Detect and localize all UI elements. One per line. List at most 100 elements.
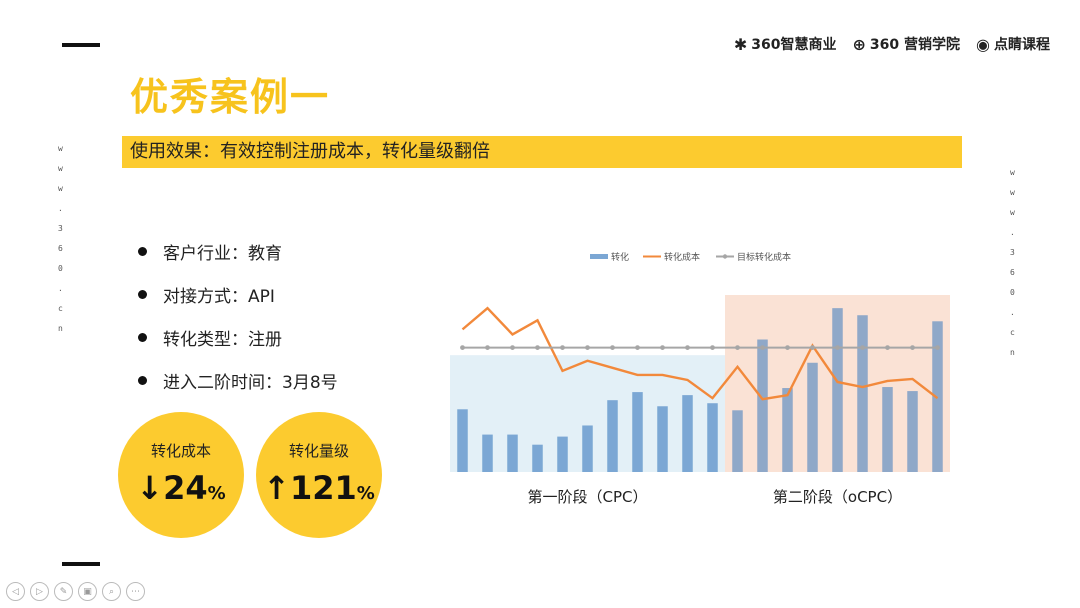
bar-10: [682, 395, 693, 472]
bar-8: [632, 392, 643, 472]
result-banner: 使用效果：有效控制注册成本，转化量级翻倍: [122, 136, 962, 168]
side-char: 0: [58, 264, 63, 273]
bullet-dot-icon: [138, 376, 147, 385]
page-title: 优秀案例一: [130, 75, 331, 119]
target-point: [535, 345, 540, 350]
target-point: [585, 345, 590, 350]
side-char: w: [58, 184, 63, 193]
bar-13: [757, 339, 768, 472]
logo-label: 360 营销学院: [869, 37, 961, 53]
list-item-text: 进入二阶时间：3月8号: [163, 373, 338, 393]
list-item: 进入二阶时间：3月8号: [138, 359, 338, 402]
side-char: 6: [1010, 268, 1015, 277]
legend-label: 转化成本: [664, 251, 700, 263]
brand-logos: ✱ 360智慧商业 ⊕ 360 营销学院 ◉ 点睛课程: [734, 34, 1050, 54]
flower-logo-icon: ✱: [733, 34, 748, 54]
stat-label: 转化成本: [150, 442, 211, 460]
stat-number: 121: [289, 469, 357, 507]
list-item-text: 对接方式：API: [163, 287, 275, 307]
bar-9: [657, 406, 668, 472]
list-item: 转化类型：注册: [138, 316, 338, 359]
bar-1: [457, 409, 468, 472]
bullet-dot-icon: [138, 290, 147, 299]
bar-20: [932, 321, 943, 472]
stat-unit: %: [356, 483, 375, 504]
list-item-text: 转化类型：注册: [163, 330, 282, 350]
bar-11: [707, 403, 718, 472]
side-char: c: [58, 304, 63, 313]
target-point: [510, 345, 515, 350]
side-char: w: [1010, 208, 1015, 217]
side-char: n: [58, 324, 63, 333]
target-point: [710, 345, 715, 350]
volume-increase-stat: 转化量级 ↑121%: [256, 412, 382, 538]
target-point: [685, 345, 690, 350]
target-point: [460, 345, 465, 350]
phase-label: 第一阶段（CPC）: [528, 488, 648, 506]
legend-label: 目标转化成本: [737, 251, 791, 263]
target-point: [835, 345, 840, 350]
side-char: 0: [1010, 288, 1015, 297]
stat-value: ↑121%: [256, 469, 382, 507]
stat-unit: %: [207, 483, 226, 504]
conversion-chart: 第一阶段（CPC） 第二阶段（oCPC） 转化 转化成本 目标转化成本: [450, 251, 950, 506]
side-char: w: [58, 164, 63, 173]
legend-label: 转化: [611, 251, 629, 263]
bar-16: [832, 308, 843, 472]
stat-value: ↓24%: [118, 469, 244, 507]
target-point: [785, 345, 790, 350]
client-info-list: 客户行业：教育 对接方式：API 转化类型：注册 进入二阶时间：3月8号: [138, 230, 338, 402]
pen-icon[interactable]: ✎: [54, 582, 73, 601]
side-char: 3: [58, 224, 63, 233]
side-char: .: [1010, 228, 1015, 237]
side-char: w: [1010, 168, 1015, 177]
target-point: [935, 345, 940, 350]
list-item: 客户行业：教育: [138, 230, 338, 273]
target-point: [660, 345, 665, 350]
bullet-dot-icon: [138, 247, 147, 256]
bar-3: [507, 434, 518, 472]
previous-slide-icon[interactable]: ◁: [6, 582, 25, 601]
series-line-转化成本: [461, 306, 939, 401]
logo-360-marketing-academy: ⊕ 360 营销学院: [853, 34, 961, 54]
bar-19: [907, 391, 918, 472]
legend-swatch: [590, 254, 608, 259]
side-char: 6: [58, 244, 63, 253]
top-left-dash: [62, 43, 100, 47]
down-arrow-icon: ↓: [136, 469, 164, 507]
up-arrow-icon: ↑: [263, 469, 290, 507]
target-point: [635, 345, 640, 350]
side-char: .: [1010, 308, 1015, 317]
side-char: .: [58, 284, 63, 293]
bar-12: [732, 410, 743, 472]
side-char: w: [1010, 188, 1015, 197]
target-point: [810, 345, 815, 350]
logo-label: 360智慧商业: [751, 37, 837, 53]
target-point: [910, 345, 915, 350]
side-char: .: [58, 204, 63, 213]
target-point: [735, 345, 740, 350]
more-options-icon[interactable]: ⋯: [126, 582, 145, 601]
bar-7: [607, 400, 618, 472]
list-item: 对接方式：API: [138, 273, 338, 316]
bar-6: [582, 425, 593, 472]
cost-reduction-stat: 转化成本 ↓24%: [118, 412, 244, 538]
logo-label: 点睛课程: [994, 37, 1050, 53]
bar-14: [782, 388, 793, 472]
target-point: [485, 345, 490, 350]
bar-5: [557, 436, 568, 472]
eye-logo-icon: ◉: [976, 34, 990, 54]
zoom-icon[interactable]: ⌕: [102, 582, 121, 601]
target-point: [860, 345, 865, 350]
next-slide-icon[interactable]: ▷: [30, 582, 49, 601]
bar-18: [882, 387, 893, 472]
target-point: [560, 345, 565, 350]
slides-grid-icon[interactable]: ▣: [78, 582, 97, 601]
target-point: [885, 345, 890, 350]
side-char: 3: [1010, 248, 1015, 257]
list-item-text: 客户行业：教育: [163, 244, 282, 264]
plus-circle-logo-icon: ⊕: [852, 34, 866, 54]
logo-360-smart-business: ✱ 360智慧商业: [734, 34, 837, 54]
stat-number: 24: [163, 469, 208, 507]
side-char: n: [1010, 348, 1015, 357]
